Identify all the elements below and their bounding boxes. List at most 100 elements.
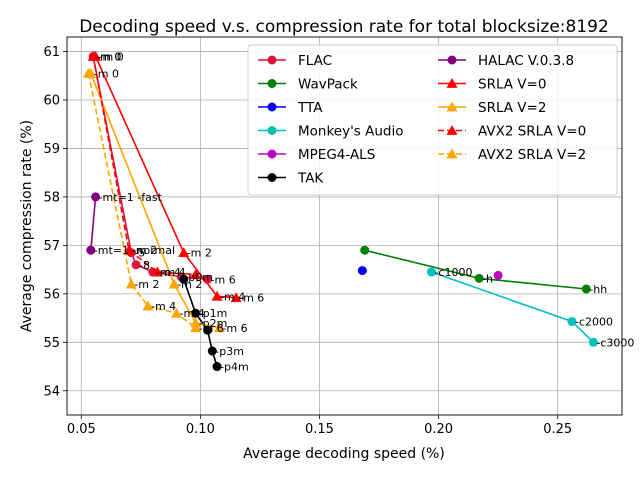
x-tick-label: 0.20 xyxy=(424,422,453,437)
data-point xyxy=(168,278,180,289)
legend-item: SRLA V=0 xyxy=(438,77,546,93)
data-point xyxy=(190,322,202,333)
legend-item: WavPack xyxy=(258,77,358,93)
y-tick-label: 57 xyxy=(43,239,60,254)
legend-marker xyxy=(446,125,458,135)
data-point xyxy=(213,322,225,333)
series-mpeg4-als xyxy=(493,270,503,280)
series-line xyxy=(92,56,196,276)
point-label: -m 2 xyxy=(187,247,212,260)
point-label: -c3000 xyxy=(596,336,634,349)
legend-label: TTA xyxy=(297,100,323,116)
legend-marker xyxy=(446,78,458,88)
point-label: -m 4 xyxy=(180,307,205,320)
legend-label: TAK xyxy=(297,171,324,187)
legend-item: AVX2 SRLA V=2 xyxy=(438,147,586,163)
data-point xyxy=(131,260,141,270)
legend-item: TAK xyxy=(258,171,324,187)
legend-label: SRLA V=0 xyxy=(478,77,546,93)
series-line xyxy=(87,73,197,329)
data-point xyxy=(82,67,94,78)
data-point xyxy=(203,325,213,335)
annotations: -m 0-5-8-m 4 -p0m-m 6 -h-hh-c1000-c2000-c3… xyxy=(94,50,635,373)
data-point xyxy=(474,273,484,283)
series-avx2-srla-v-2 xyxy=(82,67,202,333)
point-label: -m 4 xyxy=(161,266,186,279)
axis-ticks: 0.05 0.10 0.15 0.20 0.25 54 55 56 57 58 59 60 61 xyxy=(43,45,572,437)
series-line xyxy=(94,56,237,299)
legend-label: FLAC xyxy=(298,53,332,69)
data-point xyxy=(86,245,96,255)
data-point xyxy=(91,192,101,202)
legend-item: FLAC xyxy=(258,53,332,69)
point-label: -hh xyxy=(589,283,607,296)
series-halac-v-0-3-8 xyxy=(86,192,101,255)
data-point xyxy=(588,337,598,347)
point-label: -m 2 xyxy=(177,278,202,291)
legend-marker xyxy=(267,102,277,112)
legend-marker xyxy=(446,101,458,112)
data-point xyxy=(123,244,135,255)
data-point xyxy=(493,270,503,280)
point-label: -m 6 xyxy=(222,322,247,335)
plot-frame xyxy=(66,36,623,416)
legend-marker xyxy=(267,55,277,65)
legend-marker xyxy=(267,79,277,88)
point-label: -p4m xyxy=(220,361,249,374)
legend-box xyxy=(247,44,618,196)
legend-item: SRLA V=2 xyxy=(438,100,546,116)
point-label: -p0m xyxy=(184,271,213,284)
legend-label: AVX2 SRLA V=0 xyxy=(478,124,586,140)
point-label: -mt=1 -fast xyxy=(99,191,163,204)
legend-label: HALAC V.0.3.8 xyxy=(478,53,574,69)
legend-label: AVX2 SRLA V=2 xyxy=(478,147,586,163)
legend-item: HALAC V.0.3.8 xyxy=(438,53,574,69)
point-label: -p2m xyxy=(199,317,228,330)
y-axis-label: Average compression rate (%) xyxy=(19,120,35,332)
data-point xyxy=(178,247,190,258)
point-label: -m 0 xyxy=(96,50,121,63)
data-point xyxy=(426,267,436,277)
point-label: -m 0 xyxy=(99,50,124,63)
data-point xyxy=(357,266,367,276)
legend-label: MPEG4-ALS xyxy=(298,147,375,163)
data-point xyxy=(87,50,99,61)
series-wavpack xyxy=(360,245,591,294)
legend: FLAC WavPack TTA Monkey's Audio MPEG4-ALS TAK… xyxy=(247,44,618,196)
y-tick-label: 59 xyxy=(43,142,60,157)
y-tick-label: 60 xyxy=(43,94,60,109)
legend-item: MPEG4-ALS xyxy=(258,147,375,163)
data-point xyxy=(171,307,183,318)
data-point xyxy=(152,266,164,277)
legend-marker xyxy=(267,173,277,182)
data-point xyxy=(125,278,137,289)
point-label: -m 6 xyxy=(199,322,224,335)
series-tak xyxy=(179,274,222,372)
data-point xyxy=(179,274,189,284)
series-monkey-s-audio xyxy=(426,267,598,347)
series-line xyxy=(90,196,97,251)
data-point xyxy=(142,300,154,311)
point-label: -8 xyxy=(139,259,150,272)
x-tick-label: 0.10 xyxy=(186,422,215,437)
point-label: -m 4 xyxy=(151,300,176,313)
x-tick-label: 0.15 xyxy=(305,422,334,437)
x-tick-label: 0.25 xyxy=(543,422,572,437)
series-line xyxy=(90,73,220,329)
legend-label: SRLA V=2 xyxy=(478,100,546,116)
chart-title: Decoding speed v.s. compression rate for… xyxy=(79,17,609,37)
legend-marker xyxy=(267,149,277,159)
data-point xyxy=(190,268,202,279)
data-point xyxy=(230,292,242,303)
point-label: -m 0 xyxy=(96,50,121,63)
data-point xyxy=(567,316,577,326)
point-label: -m 4 xyxy=(156,266,181,279)
legend-item: AVX2 SRLA V=0 xyxy=(438,124,586,140)
legend-label: Monkey's Audio xyxy=(298,124,404,140)
data-point xyxy=(211,290,223,301)
legend-marker xyxy=(447,55,457,65)
y-tick-label: 54 xyxy=(43,384,60,399)
series-avx2-srla-v-0 xyxy=(87,50,202,279)
series-tta xyxy=(357,266,367,276)
